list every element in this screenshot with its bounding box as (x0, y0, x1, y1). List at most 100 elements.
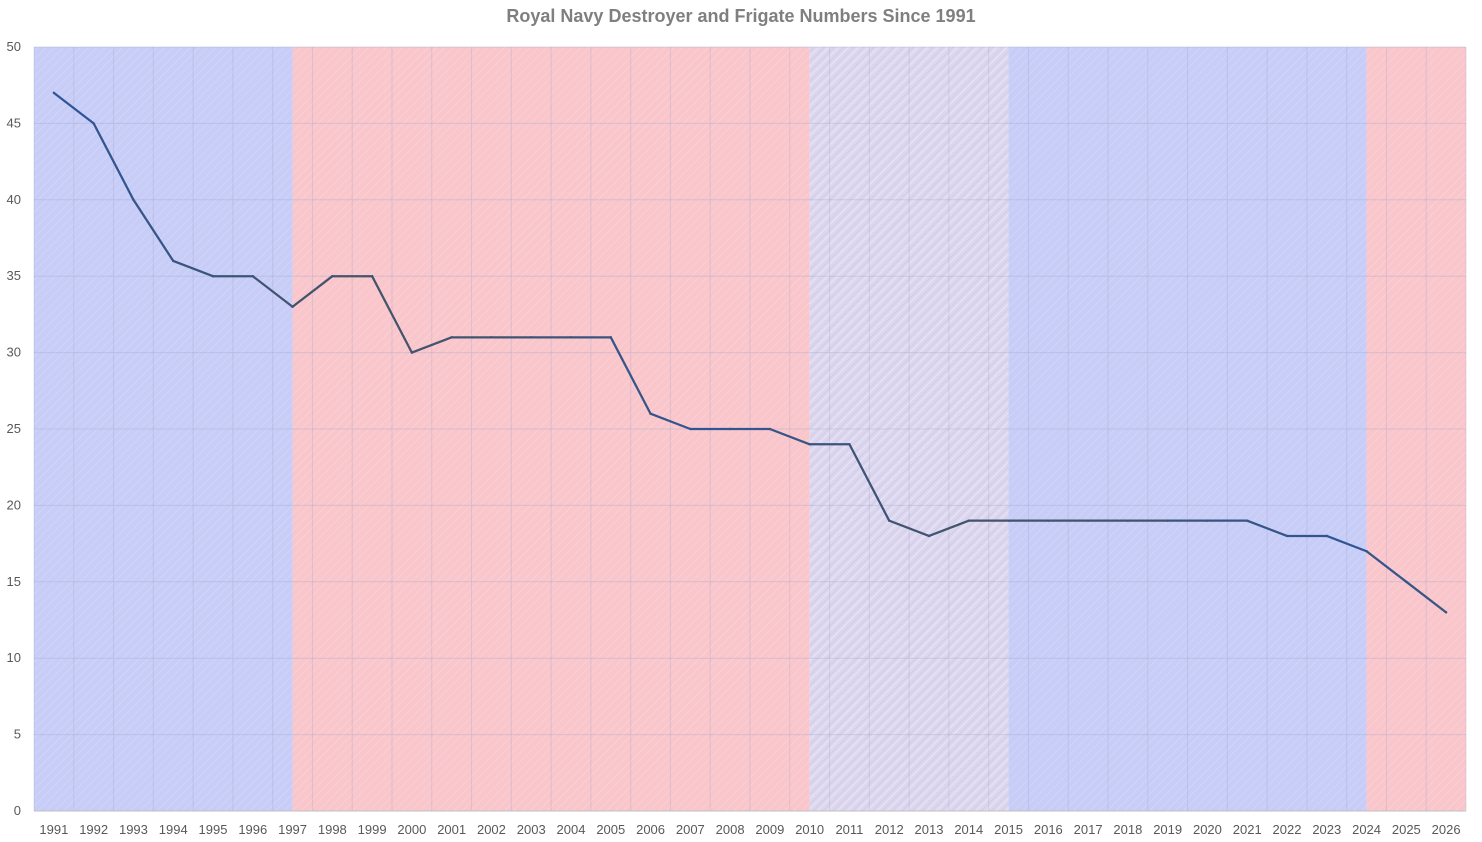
data-point-2005 (609, 336, 612, 339)
data-point-2019 (1166, 519, 1169, 522)
x-tick-label: 2026 (1432, 822, 1461, 837)
data-point-2025 (1405, 580, 1408, 583)
y-tick-label: 25 (7, 421, 21, 436)
period-band-hatch (34, 47, 293, 811)
x-tick-label: 1999 (358, 822, 387, 837)
x-tick-label: 2001 (437, 822, 466, 837)
line-segment-2009-2010 (768, 427, 811, 446)
data-point-1998 (331, 275, 334, 278)
x-tick-label: 1995 (199, 822, 228, 837)
x-tick-label: 2005 (596, 822, 625, 837)
data-point-2026 (1444, 611, 1448, 614)
x-tick-label: 2011 (835, 822, 863, 837)
data-point-2013 (927, 534, 931, 538)
x-tick-label: 2003 (517, 822, 546, 837)
data-point-2024 (1365, 550, 1368, 553)
x-tick-label: 2022 (1273, 822, 1302, 837)
line-segment-1993-1994 (132, 198, 175, 263)
x-tick-label: 2004 (557, 822, 586, 837)
data-point-1999 (370, 275, 374, 278)
period-band-hatch (1008, 47, 1367, 811)
line-segment-2021-2022 (1246, 519, 1289, 538)
x-tick-label: 2002 (477, 822, 506, 837)
data-point-1993 (132, 198, 135, 201)
data-point-2001 (450, 336, 453, 339)
x-tick-label: 2023 (1312, 822, 1341, 837)
line-segment-1992-1993 (92, 122, 135, 201)
line-segment-2006-2007 (649, 412, 692, 431)
y-tick-label: 30 (7, 345, 21, 360)
line-segment-1997-1998 (291, 275, 334, 308)
y-tick-label: 20 (7, 497, 21, 512)
x-axis: 1991 1992 1993 1994 1995 1996 1997 1998 1999 2000… (39, 822, 1460, 837)
data-point-2014 (967, 519, 970, 522)
line-segment-2000-2001 (410, 336, 453, 354)
period-band-hatch (1366, 47, 1466, 811)
x-tick-label: 2018 (1113, 822, 1142, 837)
data-point-2003 (530, 336, 533, 339)
x-tick-label: 2000 (397, 822, 426, 837)
y-tick-label: 45 (7, 115, 21, 130)
data-point-2020 (1206, 519, 1209, 522)
data-point-1997 (291, 305, 294, 308)
line-segment-2013-2014 (927, 519, 970, 538)
x-tick-label: 1992 (79, 822, 108, 837)
data-point-2010 (808, 443, 811, 446)
data-point-2017 (1086, 519, 1090, 522)
data-point-1991 (52, 91, 56, 95)
x-tick-label: 1991 (39, 822, 68, 837)
y-tick-label: 40 (7, 192, 21, 207)
y-tick-label: 10 (7, 650, 21, 665)
data-point-2016 (1047, 519, 1050, 522)
data-point-2015 (1007, 519, 1010, 522)
data-point-2006 (649, 412, 652, 415)
x-tick-label: 2014 (954, 822, 983, 837)
chart-title: Royal Navy Destroyer and Frigate Numbers… (506, 6, 976, 26)
data-point-2004 (569, 336, 573, 339)
data-point-2009 (768, 427, 772, 431)
y-tick-label: 5 (14, 727, 21, 742)
x-tick-label: 1996 (238, 822, 267, 837)
x-tick-label: 1998 (318, 822, 347, 837)
data-point-2002 (490, 336, 493, 339)
x-tick-label: 2010 (795, 822, 824, 837)
line-segment-1994-1995 (172, 259, 215, 278)
x-tick-label: 2019 (1153, 822, 1182, 837)
data-point-1994 (172, 259, 175, 263)
line-segment-2024-2025 (1365, 550, 1408, 583)
x-tick-label: 2008 (716, 822, 745, 837)
x-tick-label: 1993 (119, 822, 148, 837)
data-point-1992 (92, 122, 95, 125)
y-tick-label: 0 (14, 803, 21, 818)
data-point-2011 (848, 443, 851, 446)
x-tick-label: 2020 (1193, 822, 1222, 837)
y-tick-label: 35 (7, 268, 21, 283)
data-point-2023 (1325, 534, 1328, 538)
x-tick-label: 2016 (1034, 822, 1063, 837)
line-segment-2023-2024 (1325, 534, 1368, 553)
line-segment-2012-2013 (888, 519, 931, 538)
data-point-2012 (888, 519, 891, 522)
x-tick-label: 1997 (278, 822, 307, 837)
x-tick-label: 2012 (875, 822, 904, 837)
y-tick-label: 15 (7, 574, 21, 589)
x-tick-label: 2017 (1074, 822, 1103, 837)
x-tick-label: 2013 (915, 822, 944, 837)
line-segment-2011-2012 (848, 443, 891, 522)
x-tick-label: 2006 (636, 822, 665, 837)
data-point-2008 (728, 427, 732, 431)
series-line (52, 91, 1448, 614)
line-segment-1996-1997 (251, 275, 294, 308)
x-tick-label: 2025 (1392, 822, 1421, 837)
x-tick-label: 2024 (1352, 822, 1381, 837)
x-tick-label: 2009 (755, 822, 784, 837)
data-point-1996 (251, 275, 254, 278)
y-axis: 0 5 10 15 20 25 30 35 40 45 50 (7, 39, 21, 818)
data-point-2021 (1246, 519, 1249, 522)
line-segment-1991-1992 (52, 91, 95, 125)
data-point-1995 (211, 275, 215, 278)
x-tick-label: 2021 (1233, 822, 1262, 837)
data-point-2022 (1285, 534, 1289, 538)
line-segment-2005-2006 (609, 336, 652, 415)
